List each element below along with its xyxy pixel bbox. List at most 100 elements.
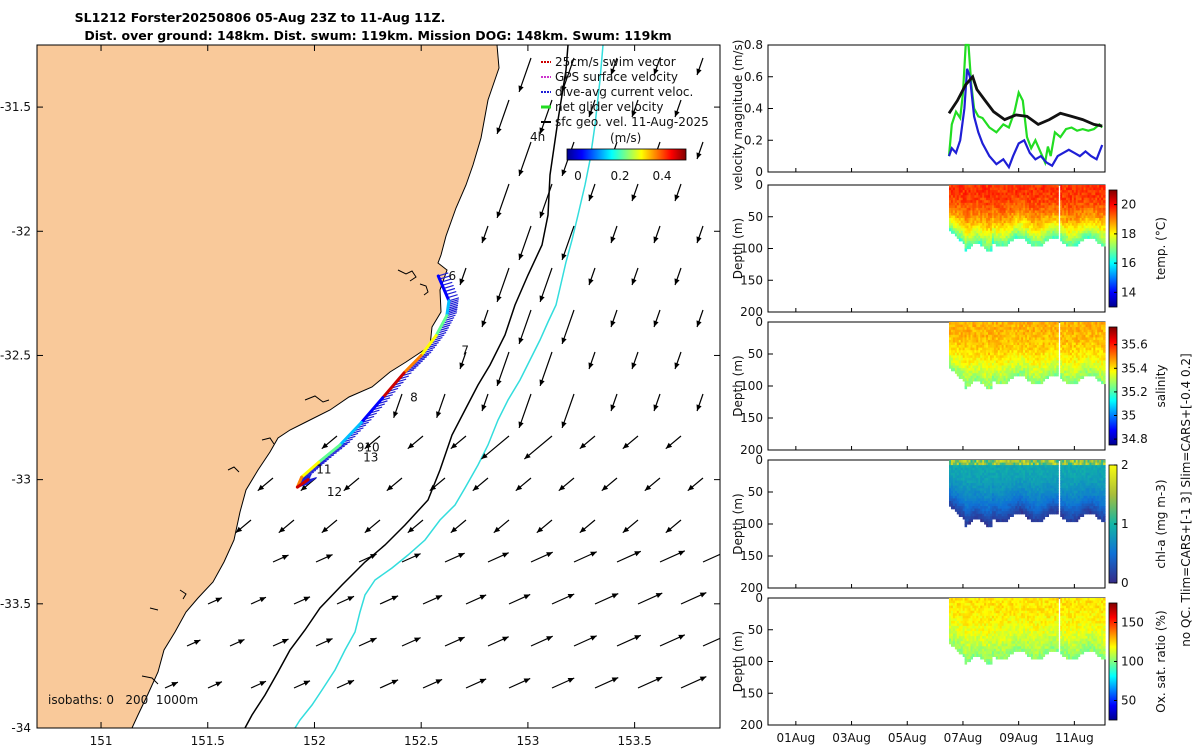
- section-cell: [1046, 210, 1049, 214]
- section-cell: [1066, 218, 1069, 222]
- section-cell: [1069, 212, 1073, 216]
- section-cell: [1019, 357, 1022, 361]
- section-cell: [1009, 360, 1012, 364]
- section-cell: [1062, 200, 1065, 204]
- section-cell: [1044, 238, 1048, 242]
- section-cell: [1005, 337, 1009, 341]
- section-cell: [1040, 373, 1044, 377]
- section-cell: [1032, 207, 1036, 211]
- section-cell: [1042, 202, 1046, 206]
- speed-colorbar-tick-04: 0.4: [652, 169, 671, 183]
- section-cell: [1103, 197, 1106, 201]
- section-cell: [991, 347, 995, 351]
- section-cell: [988, 238, 991, 242]
- section-cell: [1073, 357, 1077, 361]
- section-cell: [1001, 375, 1005, 379]
- section-cell: [1038, 370, 1042, 374]
- section-cell: [1042, 210, 1046, 214]
- section-cell: [1032, 233, 1036, 237]
- section-cell: [951, 218, 954, 222]
- section-cell: [1046, 334, 1049, 338]
- section-cell: [1048, 210, 1051, 214]
- velocity-arrow: [436, 393, 446, 418]
- section-cell: [1083, 185, 1087, 189]
- section-cell: [1101, 228, 1104, 232]
- section-cell: [982, 192, 985, 196]
- section-cell: [949, 210, 952, 214]
- section-cell: [1091, 197, 1094, 201]
- section-cell: [993, 363, 997, 367]
- section-cell: [1038, 378, 1042, 382]
- section-cell: [1079, 355, 1083, 359]
- section-cell: [1068, 329, 1071, 333]
- section-cell: [1023, 360, 1026, 364]
- section-cell: [984, 360, 987, 364]
- section-cell: [1089, 215, 1092, 219]
- velocity-arrow: [588, 183, 596, 202]
- velocity-arrow: [272, 638, 289, 647]
- section-cell: [951, 355, 954, 359]
- section-cell: [954, 355, 958, 359]
- section-cell: [964, 363, 968, 367]
- section-cell: [1075, 223, 1079, 227]
- section-cell: [966, 322, 970, 326]
- section-cell: [1056, 205, 1059, 209]
- section-cell: [984, 357, 987, 361]
- section-cell: [1085, 228, 1088, 232]
- section-cell: [982, 197, 985, 201]
- section-cell: [1073, 339, 1077, 344]
- section-cell: [1034, 235, 1038, 239]
- section-cell: [972, 215, 975, 219]
- section-cell: [1083, 218, 1087, 222]
- section-cell: [999, 210, 1003, 214]
- dive-avg-current-vector: [438, 272, 449, 277]
- section-cell: [1036, 327, 1040, 331]
- section-cell: [1019, 210, 1022, 214]
- section-cell: [993, 337, 997, 341]
- section-cell: [1044, 334, 1048, 338]
- section-cell: [1046, 327, 1049, 331]
- section-cell: [958, 339, 962, 344]
- section-cell: [1005, 370, 1009, 374]
- section-cell: [1027, 223, 1030, 227]
- map-ytick-label: -34: [11, 721, 31, 735]
- section-cell: [970, 185, 973, 189]
- section-cell: [1017, 185, 1020, 189]
- section-cell: [1046, 368, 1049, 372]
- section-cell: [1054, 187, 1057, 191]
- section-cell: [1079, 363, 1083, 367]
- section-cell: [970, 238, 973, 242]
- section-cell: [1062, 327, 1065, 331]
- velocity-arrow: [579, 519, 596, 534]
- velocity-arrow: [551, 593, 575, 605]
- section-cell: [1075, 233, 1079, 237]
- section-cell: [1066, 220, 1069, 224]
- section-cell: [1066, 202, 1069, 206]
- section-cell: [982, 200, 985, 204]
- section-cell: [1075, 368, 1079, 372]
- section-cell: [1025, 373, 1028, 377]
- section-cell: [1011, 205, 1014, 209]
- velocity-arrow-head: [696, 68, 702, 75]
- section-cell: [1044, 345, 1048, 349]
- section-cell: [962, 223, 966, 227]
- section-cell: [954, 347, 958, 351]
- section-cell: [1083, 200, 1087, 204]
- section-cell: [995, 365, 999, 369]
- section-cell: [974, 185, 977, 189]
- section-cell: [968, 322, 971, 326]
- section-cell: [1040, 347, 1044, 351]
- section-cell: [986, 248, 989, 252]
- section-cell: [1007, 202, 1010, 206]
- section-cell: [1005, 345, 1009, 349]
- section-cell: [1005, 195, 1009, 199]
- section-cell: [1073, 223, 1077, 227]
- section-cell: [990, 205, 993, 209]
- section-cell: [993, 230, 997, 234]
- section-cell: [1075, 375, 1079, 379]
- section-cell: [1073, 218, 1077, 222]
- section-cell: [968, 197, 971, 201]
- section-cell: [1015, 347, 1018, 351]
- section-ytick-label: 0: [755, 315, 763, 329]
